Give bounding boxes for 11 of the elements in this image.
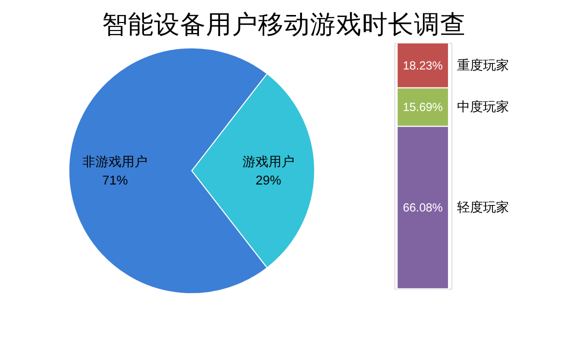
slice-label: 非游戏用户 — [82, 154, 148, 169]
data-label: 18.23% — [402, 59, 444, 72]
series-label: 轻度玩家 — [457, 199, 510, 214]
data-label: 15.69% — [402, 100, 444, 114]
data-label: 71% — [102, 172, 128, 188]
series-label: 重度玩家 — [457, 57, 510, 72]
slice-label: 游戏用户 — [242, 154, 294, 169]
data-label: 29% — [256, 172, 282, 188]
chart-title: 智能设备用户移动游戏时长调查 — [102, 11, 466, 40]
data-label: 66.08% — [402, 201, 444, 214]
series-label: 中度玩家 — [457, 98, 510, 114]
